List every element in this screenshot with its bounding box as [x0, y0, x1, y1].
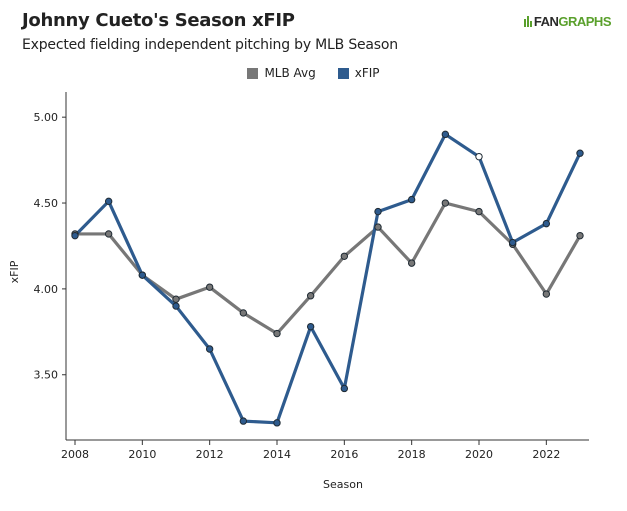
fangraphs-logo-icon: [523, 16, 532, 27]
data-point-mlb-avg: [306, 292, 315, 300]
data-point-mlb-avg: [475, 207, 483, 216]
data-point-xfip: [441, 130, 450, 139]
data-point-mlb-avg: [273, 329, 281, 338]
y-tick-label: 3.50: [34, 369, 59, 382]
data-point-xfip: [475, 152, 483, 161]
brand-name-prefix: FAN: [533, 14, 559, 29]
data-point-mlb-avg: [239, 309, 248, 317]
data-point-xfip: [508, 238, 517, 247]
y-tick-label: 5.00: [34, 111, 59, 124]
legend-swatch-mlb-avg: [247, 67, 259, 79]
data-point-xfip: [138, 271, 147, 279]
fangraphs-logo: FAN GRAPHS: [523, 14, 611, 29]
data-point-xfip: [306, 322, 315, 331]
data-point-xfip: [542, 219, 551, 228]
data-point-mlb-avg: [441, 199, 450, 207]
data-point-mlb-avg: [576, 231, 584, 240]
data-point-xfip: [273, 419, 281, 427]
data-point-xfip: [71, 231, 79, 240]
series-line-mlb-avg: [73, 201, 582, 336]
chart-series: [71, 130, 584, 427]
x-tick-label: 2014: [263, 448, 291, 461]
data-point-mlb-avg: [542, 290, 551, 298]
chart-legend: MLB Avg xFIP: [0, 66, 627, 80]
legend-label-xfip: xFIP: [354, 66, 380, 80]
chart-title: Johnny Cueto's Season xFIP: [22, 10, 295, 31]
data-point-xfip: [172, 302, 180, 310]
data-point-mlb-avg: [407, 259, 416, 267]
data-point-mlb-avg: [340, 252, 349, 260]
data-point-xfip: [239, 417, 248, 425]
series-line-xfip: [73, 132, 582, 425]
y-axis-label: xFIP: [8, 260, 21, 283]
legend-item-xfip[interactable]: xFIP: [337, 66, 380, 80]
x-tick-label: 2012: [196, 448, 224, 461]
x-tick-label: 2016: [330, 448, 358, 461]
data-point-mlb-avg: [104, 230, 113, 238]
x-tick-label: 2020: [465, 448, 493, 461]
chart-axes: 3.50 4.00 4.50 5.00 2008 2010 2012 2014 2016 2018…: [34, 92, 589, 461]
data-point-xfip: [104, 197, 113, 206]
x-tick-label: 2008: [61, 448, 89, 461]
data-point-xfip: [340, 384, 349, 393]
x-tick-label: 2018: [398, 448, 426, 461]
legend-item-mlb-avg[interactable]: MLB Avg: [247, 66, 316, 80]
data-point-xfip: [576, 149, 584, 157]
x-tick-label: 2022: [532, 448, 560, 461]
y-tick-label: 4.00: [34, 283, 59, 296]
data-point-xfip: [407, 195, 416, 204]
data-point-xfip: [205, 345, 214, 353]
data-point-mlb-avg: [205, 283, 214, 291]
chart-subtitle: Expected fielding independent pitching b…: [22, 37, 398, 53]
legend-label-mlb-avg: MLB Avg: [264, 66, 316, 80]
data-point-mlb-avg: [172, 295, 180, 303]
legend-swatch-xfip: [337, 67, 349, 79]
x-axis-label: Season: [323, 478, 363, 491]
y-tick-label: 4.50: [34, 197, 59, 210]
x-tick-label: 2010: [128, 448, 156, 461]
data-point-xfip: [374, 207, 382, 216]
brand-name-suffix: GRAPHS: [558, 14, 611, 29]
data-point-mlb-avg: [374, 223, 382, 231]
